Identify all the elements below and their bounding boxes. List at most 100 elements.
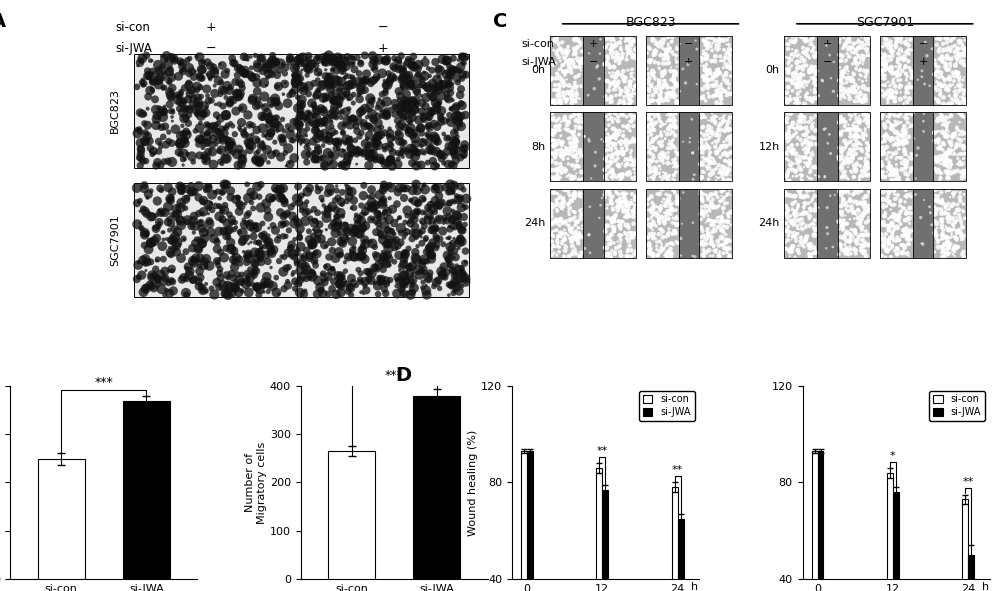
Point: [613, 86, 629, 96]
Point: [144, 212, 160, 222]
Point: [390, 160, 406, 169]
Point: [949, 205, 965, 215]
Point: [300, 111, 316, 121]
Point: [645, 120, 661, 129]
Point: [566, 193, 582, 202]
Point: [568, 135, 584, 145]
Point: [310, 53, 326, 62]
Point: [258, 59, 274, 69]
Point: [645, 70, 661, 79]
Point: [851, 125, 867, 134]
Point: [793, 33, 809, 42]
Point: [900, 113, 916, 123]
Point: [778, 148, 794, 158]
Point: [231, 92, 247, 101]
Point: [781, 144, 797, 153]
Point: [598, 154, 614, 164]
Point: [290, 103, 306, 113]
Point: [392, 137, 408, 146]
Point: [227, 77, 243, 87]
Point: [321, 252, 337, 262]
Point: [554, 168, 570, 177]
Point: [212, 59, 228, 69]
Point: [420, 242, 436, 252]
Point: [425, 92, 441, 102]
Point: [164, 277, 180, 287]
Point: [570, 232, 586, 241]
Point: [788, 191, 804, 201]
Point: [693, 109, 709, 118]
Point: [878, 246, 894, 256]
Point: [157, 122, 173, 131]
Point: [722, 135, 738, 145]
Point: [847, 130, 863, 139]
Point: [695, 72, 711, 82]
Point: [810, 203, 826, 212]
Point: [703, 153, 719, 163]
Point: [946, 131, 962, 140]
Point: [133, 150, 149, 159]
Point: [642, 109, 658, 118]
Point: [645, 70, 661, 79]
Point: [624, 232, 640, 241]
Point: [286, 153, 302, 163]
Point: [933, 81, 949, 90]
Point: [176, 65, 192, 74]
Point: [953, 219, 969, 228]
Point: [157, 267, 173, 276]
Point: [554, 66, 570, 75]
Point: [307, 256, 323, 266]
Point: [229, 269, 245, 279]
Point: [437, 215, 453, 225]
Point: [597, 243, 613, 252]
Point: [428, 105, 444, 115]
Point: [625, 209, 641, 218]
Point: [713, 197, 729, 206]
Point: [320, 70, 336, 80]
Point: [941, 185, 957, 194]
Point: [859, 70, 875, 79]
Point: [949, 96, 965, 105]
Point: [901, 235, 917, 245]
Point: [390, 187, 406, 197]
Point: [838, 198, 854, 207]
Point: [791, 186, 807, 196]
Point: [223, 119, 239, 128]
Point: [143, 212, 159, 222]
Point: [555, 76, 571, 86]
Point: [293, 106, 309, 115]
Point: [333, 250, 349, 259]
Point: [187, 238, 203, 248]
Point: [548, 34, 564, 44]
Point: [643, 223, 659, 232]
Point: [780, 168, 796, 177]
Point: [784, 204, 800, 213]
Point: [567, 47, 583, 57]
Point: [808, 139, 824, 149]
Point: [403, 196, 419, 205]
Point: [787, 124, 803, 134]
Point: [175, 58, 191, 67]
Point: [643, 192, 659, 202]
Point: [874, 66, 890, 75]
Point: [422, 132, 438, 142]
Point: [418, 235, 434, 244]
Point: [367, 65, 383, 74]
Point: [440, 133, 456, 142]
Point: [796, 61, 812, 71]
Point: [662, 44, 678, 53]
Point: [697, 207, 713, 216]
Point: [646, 113, 662, 122]
Point: [266, 193, 282, 203]
Point: [876, 71, 892, 80]
Point: [898, 75, 914, 85]
Point: [426, 132, 442, 141]
Point: [948, 59, 964, 68]
Point: [718, 60, 734, 69]
Point: [230, 160, 246, 170]
Point: [275, 267, 291, 277]
Point: [177, 135, 193, 145]
Point: [660, 88, 676, 98]
Point: [264, 194, 280, 204]
Point: [615, 121, 631, 131]
